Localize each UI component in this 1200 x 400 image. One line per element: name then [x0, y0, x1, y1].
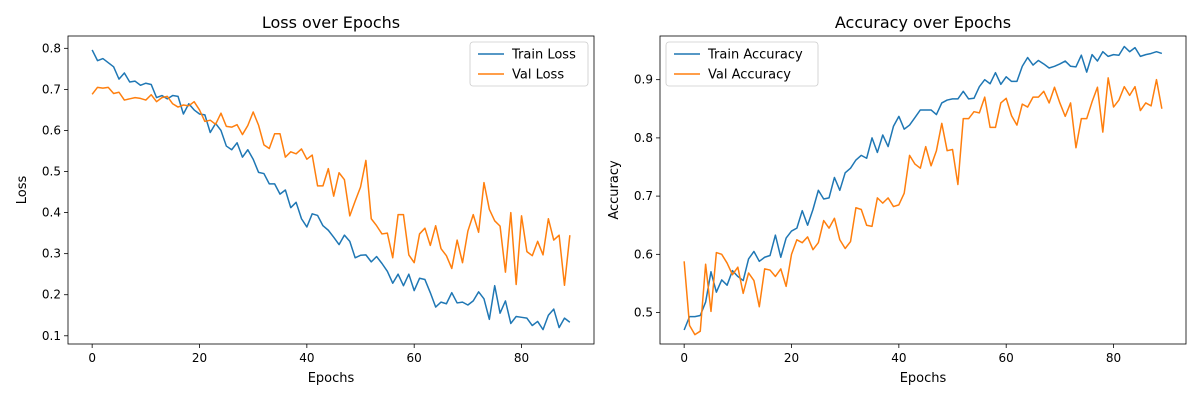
y-axis-label: Accuracy [607, 160, 622, 220]
y-axis-label: Loss [15, 176, 30, 205]
y-tick-label: 0.6 [634, 247, 653, 261]
y-tick-label: 0.7 [42, 82, 61, 96]
legend: Train Accuracy Val Accuracy [665, 41, 819, 87]
chart-title: Loss over Epochs [262, 13, 400, 32]
legend-box [469, 41, 589, 87]
chart-title: Accuracy over Epochs [835, 13, 1011, 32]
y-tick-label: 0.8 [42, 41, 61, 55]
y-tick-label: 0.5 [634, 306, 653, 320]
legend-box [665, 41, 819, 87]
plot-frame [67, 35, 595, 345]
chart-0: Loss over Epochs 0 20 40 60 80 0.1 0.2 0.3 0.4 0.5… [15, 13, 595, 386]
x-axis-label: Epochs [308, 371, 355, 386]
series-line-1 [91, 86, 571, 287]
y-tick-label: 0.2 [42, 288, 61, 302]
chart-1: Accuracy over Epochs 0 20 40 60 80 0.5 0.6 0.7 0.… [607, 13, 1187, 386]
legend-label: Train Accuracy [707, 48, 803, 63]
legend-label: Val Accuracy [708, 68, 791, 83]
series-line-1 [683, 77, 1163, 336]
x-tick-label: 20 [192, 351, 207, 365]
legend-label: Val Loss [512, 68, 564, 83]
x-tick-label: 40 [891, 351, 906, 365]
x-tick-label: 80 [514, 351, 529, 365]
y-tick-label: 0.4 [42, 206, 61, 220]
y-tick-label: 0.5 [42, 165, 61, 179]
legend-label: Train Loss [511, 48, 576, 63]
x-tick-label: 60 [407, 351, 422, 365]
x-tick-label: 0 [680, 351, 688, 365]
x-tick-label: 60 [999, 351, 1014, 365]
x-tick-label: 20 [784, 351, 799, 365]
y-tick-label: 0.3 [42, 247, 61, 261]
x-axis-label: Epochs [900, 371, 947, 386]
x-tick-label: 40 [299, 351, 314, 365]
plot-frame [659, 35, 1187, 345]
y-tick-label: 0.7 [634, 189, 653, 203]
x-tick-label: 80 [1106, 351, 1121, 365]
y-tick-label: 0.8 [634, 131, 653, 145]
y-tick-label: 0.9 [634, 73, 653, 87]
y-tick-label: 0.1 [42, 329, 61, 343]
y-tick-label: 0.6 [42, 123, 61, 137]
legend: Train Loss Val Loss [469, 41, 589, 87]
series-line-0 [91, 49, 571, 331]
series-line-0 [683, 45, 1163, 331]
x-tick-label: 0 [88, 351, 96, 365]
